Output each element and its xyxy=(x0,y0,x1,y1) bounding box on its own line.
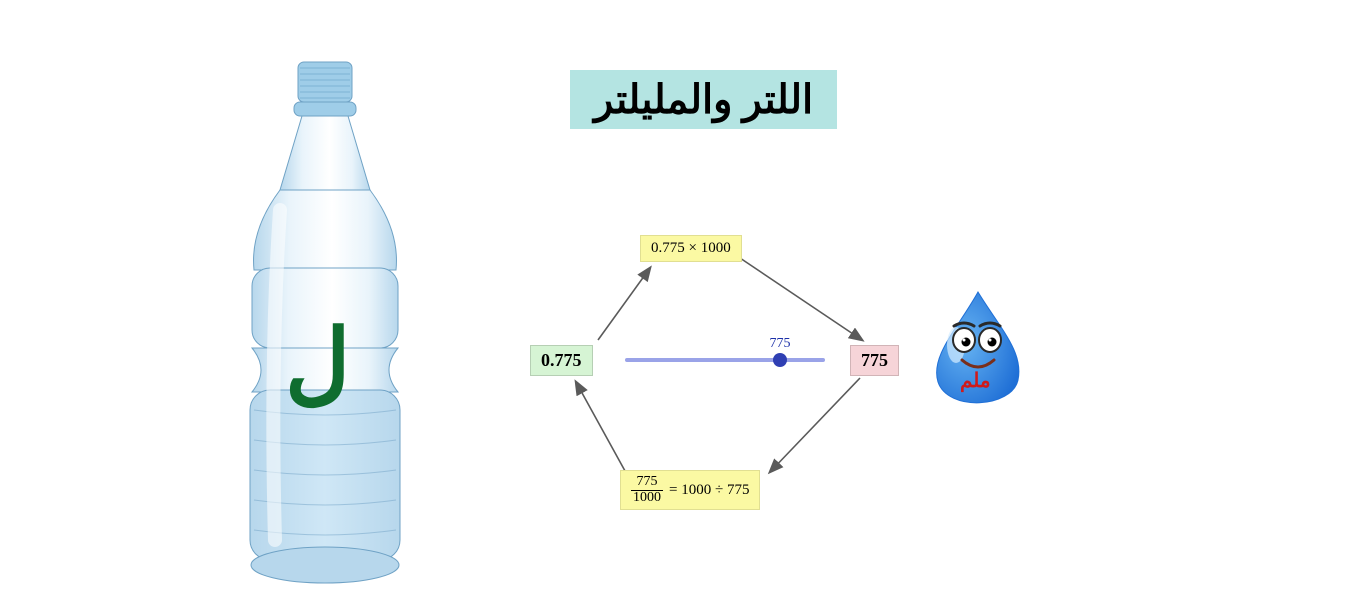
liter-symbol-label: ل xyxy=(285,310,350,415)
fraction-numerator: 775 xyxy=(635,475,660,490)
slider-thumb[interactable] xyxy=(773,353,787,367)
divide-formula-rest: = 1000 ÷ 775 xyxy=(669,482,749,499)
fraction: 775 1000 xyxy=(631,475,663,505)
milliliter-symbol-label: ملم xyxy=(960,368,991,393)
value-slider[interactable]: 775 xyxy=(625,358,825,378)
fraction-denominator: 1000 xyxy=(631,490,663,506)
liters-value-box: 0.775 xyxy=(530,345,593,376)
page-title: اللتر والمليلتر xyxy=(570,70,837,129)
slider-value-label: 775 xyxy=(770,336,791,352)
divide-formula: 775 1000 = 1000 ÷ 775 xyxy=(620,470,760,510)
multiply-formula: 0.775 × 1000 xyxy=(640,235,742,262)
milliliters-value-box: 775 xyxy=(850,345,899,376)
slider-track xyxy=(625,358,825,362)
